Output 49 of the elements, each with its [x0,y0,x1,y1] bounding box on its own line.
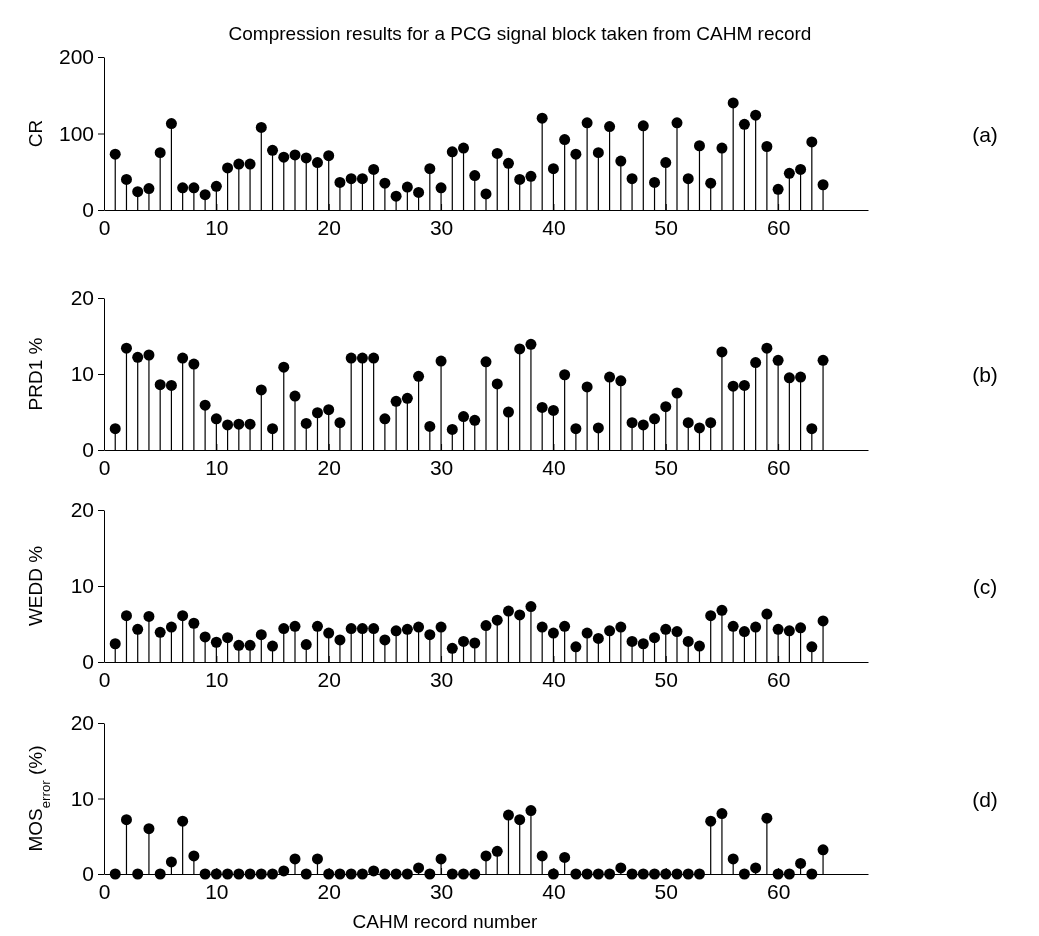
text: (b) [972,363,998,386]
x-tick-label: 10 [205,455,229,479]
text: (c) [972,575,998,598]
x-tick-label: 60 [766,667,791,691]
x-tick-label: 40 [542,667,566,691]
x-tick-label: 60 [766,455,791,479]
x-tick-label: 20 [317,667,341,691]
y-axis-title: WEDD % [25,545,46,627]
x-tick-label: 50 [654,215,678,239]
x-tick-label: 50 [654,879,678,903]
y-tick-label: 200 [58,45,94,69]
x-tick-label: 30 [429,667,454,691]
x-tick-label: 0 [98,455,111,479]
x-tick-label: 10 [205,879,229,903]
x-tick-label: 0 [98,879,111,903]
text: (d) [972,787,998,811]
y-tick-label: 20 [70,711,94,735]
y-tick-label: 0 [82,650,94,674]
y-tick-label: 20 [70,286,94,310]
y-tick-label: 0 [82,198,94,222]
x-tick-label: 30 [429,879,454,903]
x-tick-label: 10 [205,215,229,239]
x-axis-title: CAHM record number [352,911,539,932]
y-tick-label: 20 [70,498,94,522]
x-tick-label: 50 [654,667,678,691]
x-tick-label: 0 [98,215,111,239]
x-tick-label: 30 [429,215,454,239]
x-tick-label: 60 [766,879,791,903]
x-tick-label: 20 [317,455,341,479]
x-tick-label: 40 [542,455,566,479]
x-tick-label: 30 [429,455,454,479]
y-axis-title: PRD1 % [25,337,46,411]
y-tick-label: 10 [70,574,94,598]
x-tick-label: 60 [766,215,791,239]
x-tick-label: 10 [205,667,229,691]
y-tick-label: 100 [58,121,94,145]
y-tick-label: 10 [70,786,94,810]
chart-title: Compression results for a PCG signal block taken from CAHM record [228,23,812,44]
y-tick-label: 0 [82,862,94,886]
x-tick-label: 40 [542,879,566,903]
text: (a) [972,122,998,146]
y-axis-title: CR [25,119,46,148]
x-tick-label: 20 [317,215,341,239]
y-tick-label: 0 [82,438,94,462]
x-tick-label: 40 [542,215,566,239]
x-tick-label: 20 [317,879,341,903]
x-tick-label: 50 [654,455,678,479]
y-tick-label: 10 [70,362,94,386]
x-tick-label: 0 [98,667,111,691]
